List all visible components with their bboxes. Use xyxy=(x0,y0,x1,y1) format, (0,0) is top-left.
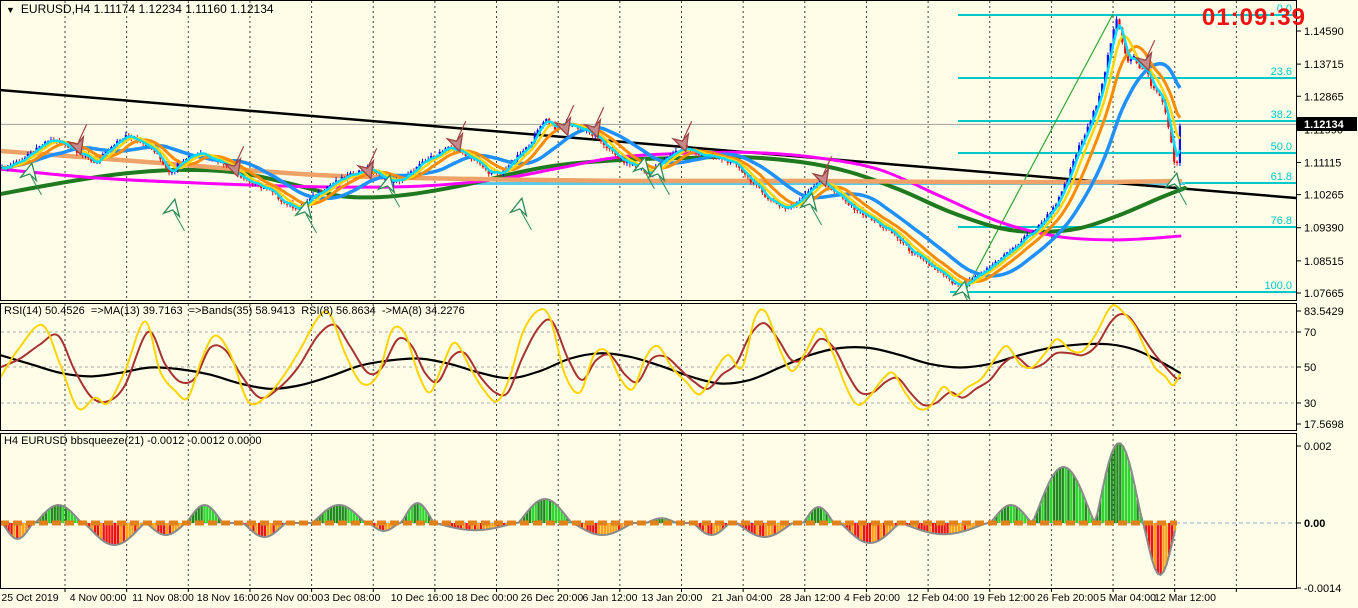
time-tick-label: 26 Nov 00:00 xyxy=(261,592,324,604)
sell-arrow-icon xyxy=(583,117,602,139)
rsi-panel[interactable] xyxy=(0,304,1295,411)
squeeze-tick-label: 0.002 xyxy=(1304,441,1332,453)
buy-arrow-icon xyxy=(508,196,528,218)
current-price-label: 1.12134 xyxy=(1304,119,1345,131)
fib-level-label: 76.8 xyxy=(1271,215,1292,227)
price-tick-label: 1.11115 xyxy=(1304,157,1341,169)
ma-cyan xyxy=(1,24,1182,287)
fib-level-label: 100.0 xyxy=(1264,280,1292,292)
buy-arrow-icon xyxy=(1163,171,1183,193)
ma-sandy xyxy=(1,148,1183,185)
time-tick-label: 4 Feb 20:00 xyxy=(844,592,900,604)
price-axis-labels: 1.145901.137151.128651.119901.111151.102… xyxy=(1297,26,1357,595)
buy-arrow-icon xyxy=(293,199,313,221)
panel-frame xyxy=(0,303,1297,431)
rsi-tick-label: 83.5429 xyxy=(1304,306,1344,318)
sell-arrow-icon xyxy=(356,158,375,180)
price-tick-label: 1.14590 xyxy=(1304,26,1344,38)
main-price-panel[interactable]: 0.0 23.6 38.2 50.0 61.8 76.8 100.0 xyxy=(0,3,1296,313)
time-axis[interactable] xyxy=(0,588,1358,608)
time-tick-label: 10 Dec 16:00 xyxy=(391,592,454,604)
time-tick-label: 26 Dec 20:00 xyxy=(521,592,584,604)
time-tick-label: 6 Jan 12:00 xyxy=(583,592,638,604)
sell-arrow-icon xyxy=(671,131,690,153)
time-tick-label: 25 Oct 2019 xyxy=(1,592,58,604)
buy-arrow-icon xyxy=(18,161,38,183)
price-tick-label: 1.13715 xyxy=(1304,59,1344,71)
rally-trendline xyxy=(966,13,1114,289)
price-tick-label: 1.10265 xyxy=(1304,190,1344,202)
rsi-tick-label: 17.5698 xyxy=(1304,419,1344,431)
fib-level-label: 23.6 xyxy=(1271,66,1292,78)
sell-arrow-icon xyxy=(553,115,572,137)
sell-arrow-icon xyxy=(66,134,85,156)
buy-arrow-icon xyxy=(631,155,651,177)
rsi-tick-label: 70 xyxy=(1304,327,1316,339)
rsi-indicator-header: RSI(14) 50.4526 =>MA(13) 39.7163 =>Bands… xyxy=(4,305,465,317)
rsi-line-MA xyxy=(1,342,1182,390)
time-tick-label: 19 Feb 12:00 xyxy=(973,592,1035,604)
sell-arrow-icon xyxy=(1134,50,1153,72)
rsi-line-RSI(14) xyxy=(1,312,1181,407)
grid-lines xyxy=(64,1,1237,587)
candle-countdown-timer: 01:09:39 xyxy=(1201,4,1306,31)
price-tick-label: 1.12865 xyxy=(1304,91,1344,103)
time-tick-label: 21 Jan 04:00 xyxy=(712,592,773,604)
rsi-tick-label: 30 xyxy=(1304,398,1316,410)
time-tick-label: 3 Dec 08:00 xyxy=(324,592,381,604)
time-tick-label: 11 Nov 08:00 xyxy=(132,592,194,604)
buy-arrow-icon xyxy=(376,173,396,195)
panel-frame xyxy=(0,433,1297,589)
rsi-tick-label: 50 xyxy=(1304,362,1316,374)
time-tick-label: 18 Nov 16:00 xyxy=(197,592,260,604)
sell-arrow-icon xyxy=(811,166,830,188)
panel-frame xyxy=(0,0,1297,301)
symbol-dropdown-icon[interactable]: ▼ xyxy=(6,5,15,15)
sell-arrow-icon xyxy=(445,131,464,153)
squeeze-tick-label: 0.00 xyxy=(1304,518,1325,530)
squeeze-histogram xyxy=(1,443,1177,575)
title-ohlc-text: EURUSD,H4 1.11174 1.12234 1.11160 1.1213… xyxy=(20,2,274,16)
time-tick-label: 12 Mar 12:00 xyxy=(1154,592,1216,604)
time-tick-label: 4 Nov 00:00 xyxy=(70,592,127,604)
fib-level-label: 61.8 xyxy=(1271,171,1292,183)
price-axis[interactable] xyxy=(1297,0,1358,588)
buy-arrow-icon xyxy=(798,191,818,213)
squeeze-envelope xyxy=(1,442,1177,577)
current-price-box xyxy=(1297,117,1357,131)
signal-arrows xyxy=(18,39,1187,300)
time-axis-labels: 25 Oct 2019 4 Nov 00:00 11 Nov 08:00 18 Nov… xyxy=(1,588,1237,604)
squeeze-tick-label: -0.0014 xyxy=(1304,583,1341,595)
fib-level-label: 38.2 xyxy=(1271,109,1292,121)
price-tick-label: 1.07665 xyxy=(1304,288,1344,300)
ma-magenta xyxy=(1,150,1182,242)
price-tick-label: 1.09390 xyxy=(1304,223,1344,235)
time-tick-label: 5 Mar 04:00 xyxy=(1100,592,1156,604)
fib-level-label: 50.0 xyxy=(1271,141,1292,153)
buy-arrow-icon xyxy=(646,161,666,183)
time-tick-label: 26 Feb 20:00 xyxy=(1037,592,1099,604)
time-tick-label: 18 Dec 00:00 xyxy=(456,592,519,604)
time-tick-label: 13 Jan 20:00 xyxy=(642,592,703,604)
time-tick-label: 28 Jan 12:00 xyxy=(780,592,841,604)
price-tick-label: 1.08515 xyxy=(1304,256,1344,268)
buy-arrow-icon xyxy=(951,279,971,300)
fib-level-label: 0.0 xyxy=(1277,3,1292,15)
time-tick-label: 12 Feb 04:00 xyxy=(907,592,969,604)
rsi-line-RSI(8) xyxy=(1,304,1181,411)
squeeze-indicator-header: H4 EURUSD bbsqueeze(21) -0.0012 -0.0012 … xyxy=(4,435,262,447)
sell-arrow-icon xyxy=(223,156,242,178)
chart-title: ▼ EURUSD,H4 1.11174 1.12234 1.11160 1.121… xyxy=(6,2,274,16)
buy-arrow-icon xyxy=(161,197,181,219)
squeeze-panel[interactable] xyxy=(0,442,1296,577)
